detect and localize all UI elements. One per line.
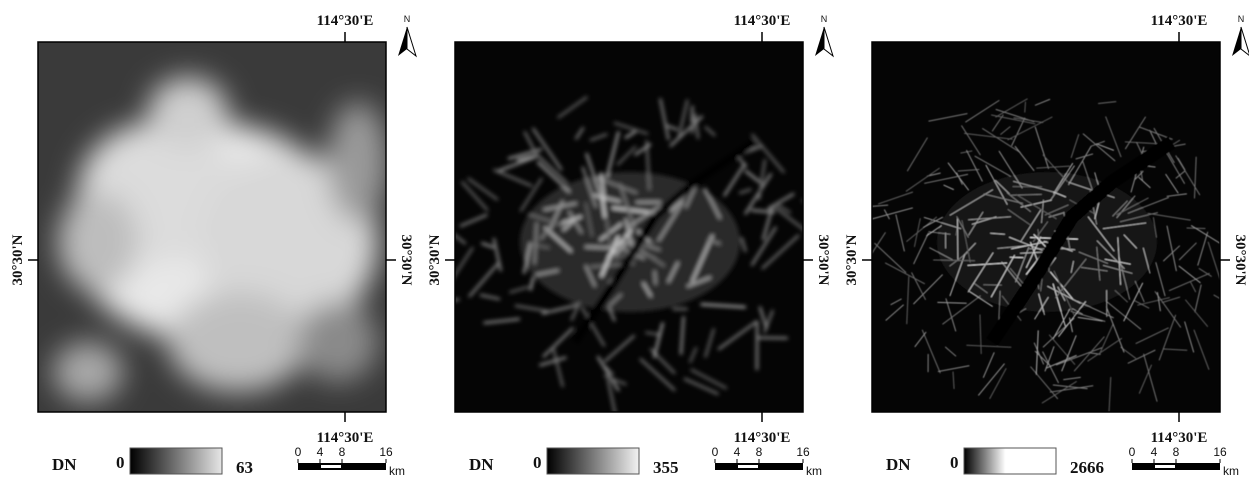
light-streak [803,201,815,204]
glow-blob [58,192,138,292]
scale-tick-label: 16 [379,445,393,459]
scale-unit: km [1223,464,1239,478]
legend-colorbar [547,448,639,474]
legend-max: 63 [236,458,253,477]
latitude-label: 30°30'N [398,235,414,286]
latitude-label: 30°30'N [815,235,831,286]
scale-tick-label: 0 [295,445,302,459]
legend-min: 0 [533,453,542,472]
latitude-label: 30°30'N [1232,235,1248,286]
figure: 114°30'E114°30'E30°30'N30°30'NNDN0630481… [0,0,1249,478]
scale-tick-label: 8 [1173,445,1180,459]
latitude-label: 30°30'N [844,234,860,285]
scale-tick-label: 16 [1213,445,1227,459]
scale-bar [715,463,803,470]
scale-bar-segment [738,465,758,468]
light-streak [429,300,458,304]
light-streak [655,272,656,284]
scale-bar [298,463,386,470]
panel: 114°30'E 114°30'E 30°30'N 30°30'N N DN 0 2666 0 4… [840,13,1249,478]
scale-tick-label: 0 [1129,445,1136,459]
legend-min: 0 [950,453,959,472]
longitude-label: 114°30'E [734,430,791,446]
light-streak [586,247,616,248]
map [38,42,388,412]
map-imagery [38,42,388,412]
scale-bar [1132,463,1220,470]
map-imagery [840,42,1237,421]
map-imagery [429,42,815,417]
legend-max: 2666 [1070,458,1104,477]
scale-tick-label: 16 [796,445,810,459]
north-arrow [815,27,824,56]
north-arrow [398,27,407,56]
scale-tick-label: 4 [317,445,324,459]
light-streak [807,243,812,257]
panel: 114°30'E 114°30'E 30°30'N 30°30'N N DN 0 355 0 4 8… [427,13,833,478]
glow-blob [148,77,228,147]
legend-colorbar [964,448,1056,474]
light-streak [1223,222,1228,236]
scale-bar-segment [1155,465,1175,468]
scale-tick-label: 0 [712,445,719,459]
light-streak [1025,102,1026,112]
scale-unit: km [389,464,405,478]
legend-title: DN [52,455,77,474]
legend-title: DN [469,455,494,474]
panel: 114°30'E 114°30'E 30°30'N 30°30'N N DN 0 63 0 4 8 1… [10,13,416,478]
legend-title: DN [886,455,911,474]
north-arrow [407,27,416,56]
glow-blob [168,292,308,392]
longitude-label: 114°30'E [317,13,374,29]
longitude-label: 114°30'E [317,430,374,446]
longitude-label: 114°30'E [1151,430,1208,446]
latitude-label: 30°30'N [10,234,26,285]
legend-min: 0 [116,453,125,472]
light-streak [646,333,658,335]
map [840,42,1237,421]
glow-blob [328,102,388,222]
north-label: N [1238,14,1245,24]
longitude-label: 114°30'E [1151,13,1208,29]
latitude-label: 30°30'N [427,234,443,285]
longitude-label: 114°30'E [734,13,791,29]
legend-max: 355 [653,458,679,477]
light-streak [446,264,448,285]
glow-blob [53,342,123,402]
scale-tick-label: 4 [734,445,741,459]
light-streak [692,107,693,122]
scale-tick-label: 8 [339,445,346,459]
north-arrow [1241,27,1249,56]
north-arrow [1232,27,1241,56]
legend-colorbar [130,448,222,474]
scale-tick-label: 8 [756,445,763,459]
north-label: N [821,14,828,24]
glow-blob [298,302,378,382]
north-arrow [824,27,833,56]
north-label: N [404,14,411,24]
scale-tick-label: 4 [1151,445,1158,459]
scale-bar-segment [321,465,341,468]
map [429,42,815,417]
scale-unit: km [806,464,822,478]
light-streak [1222,264,1223,308]
